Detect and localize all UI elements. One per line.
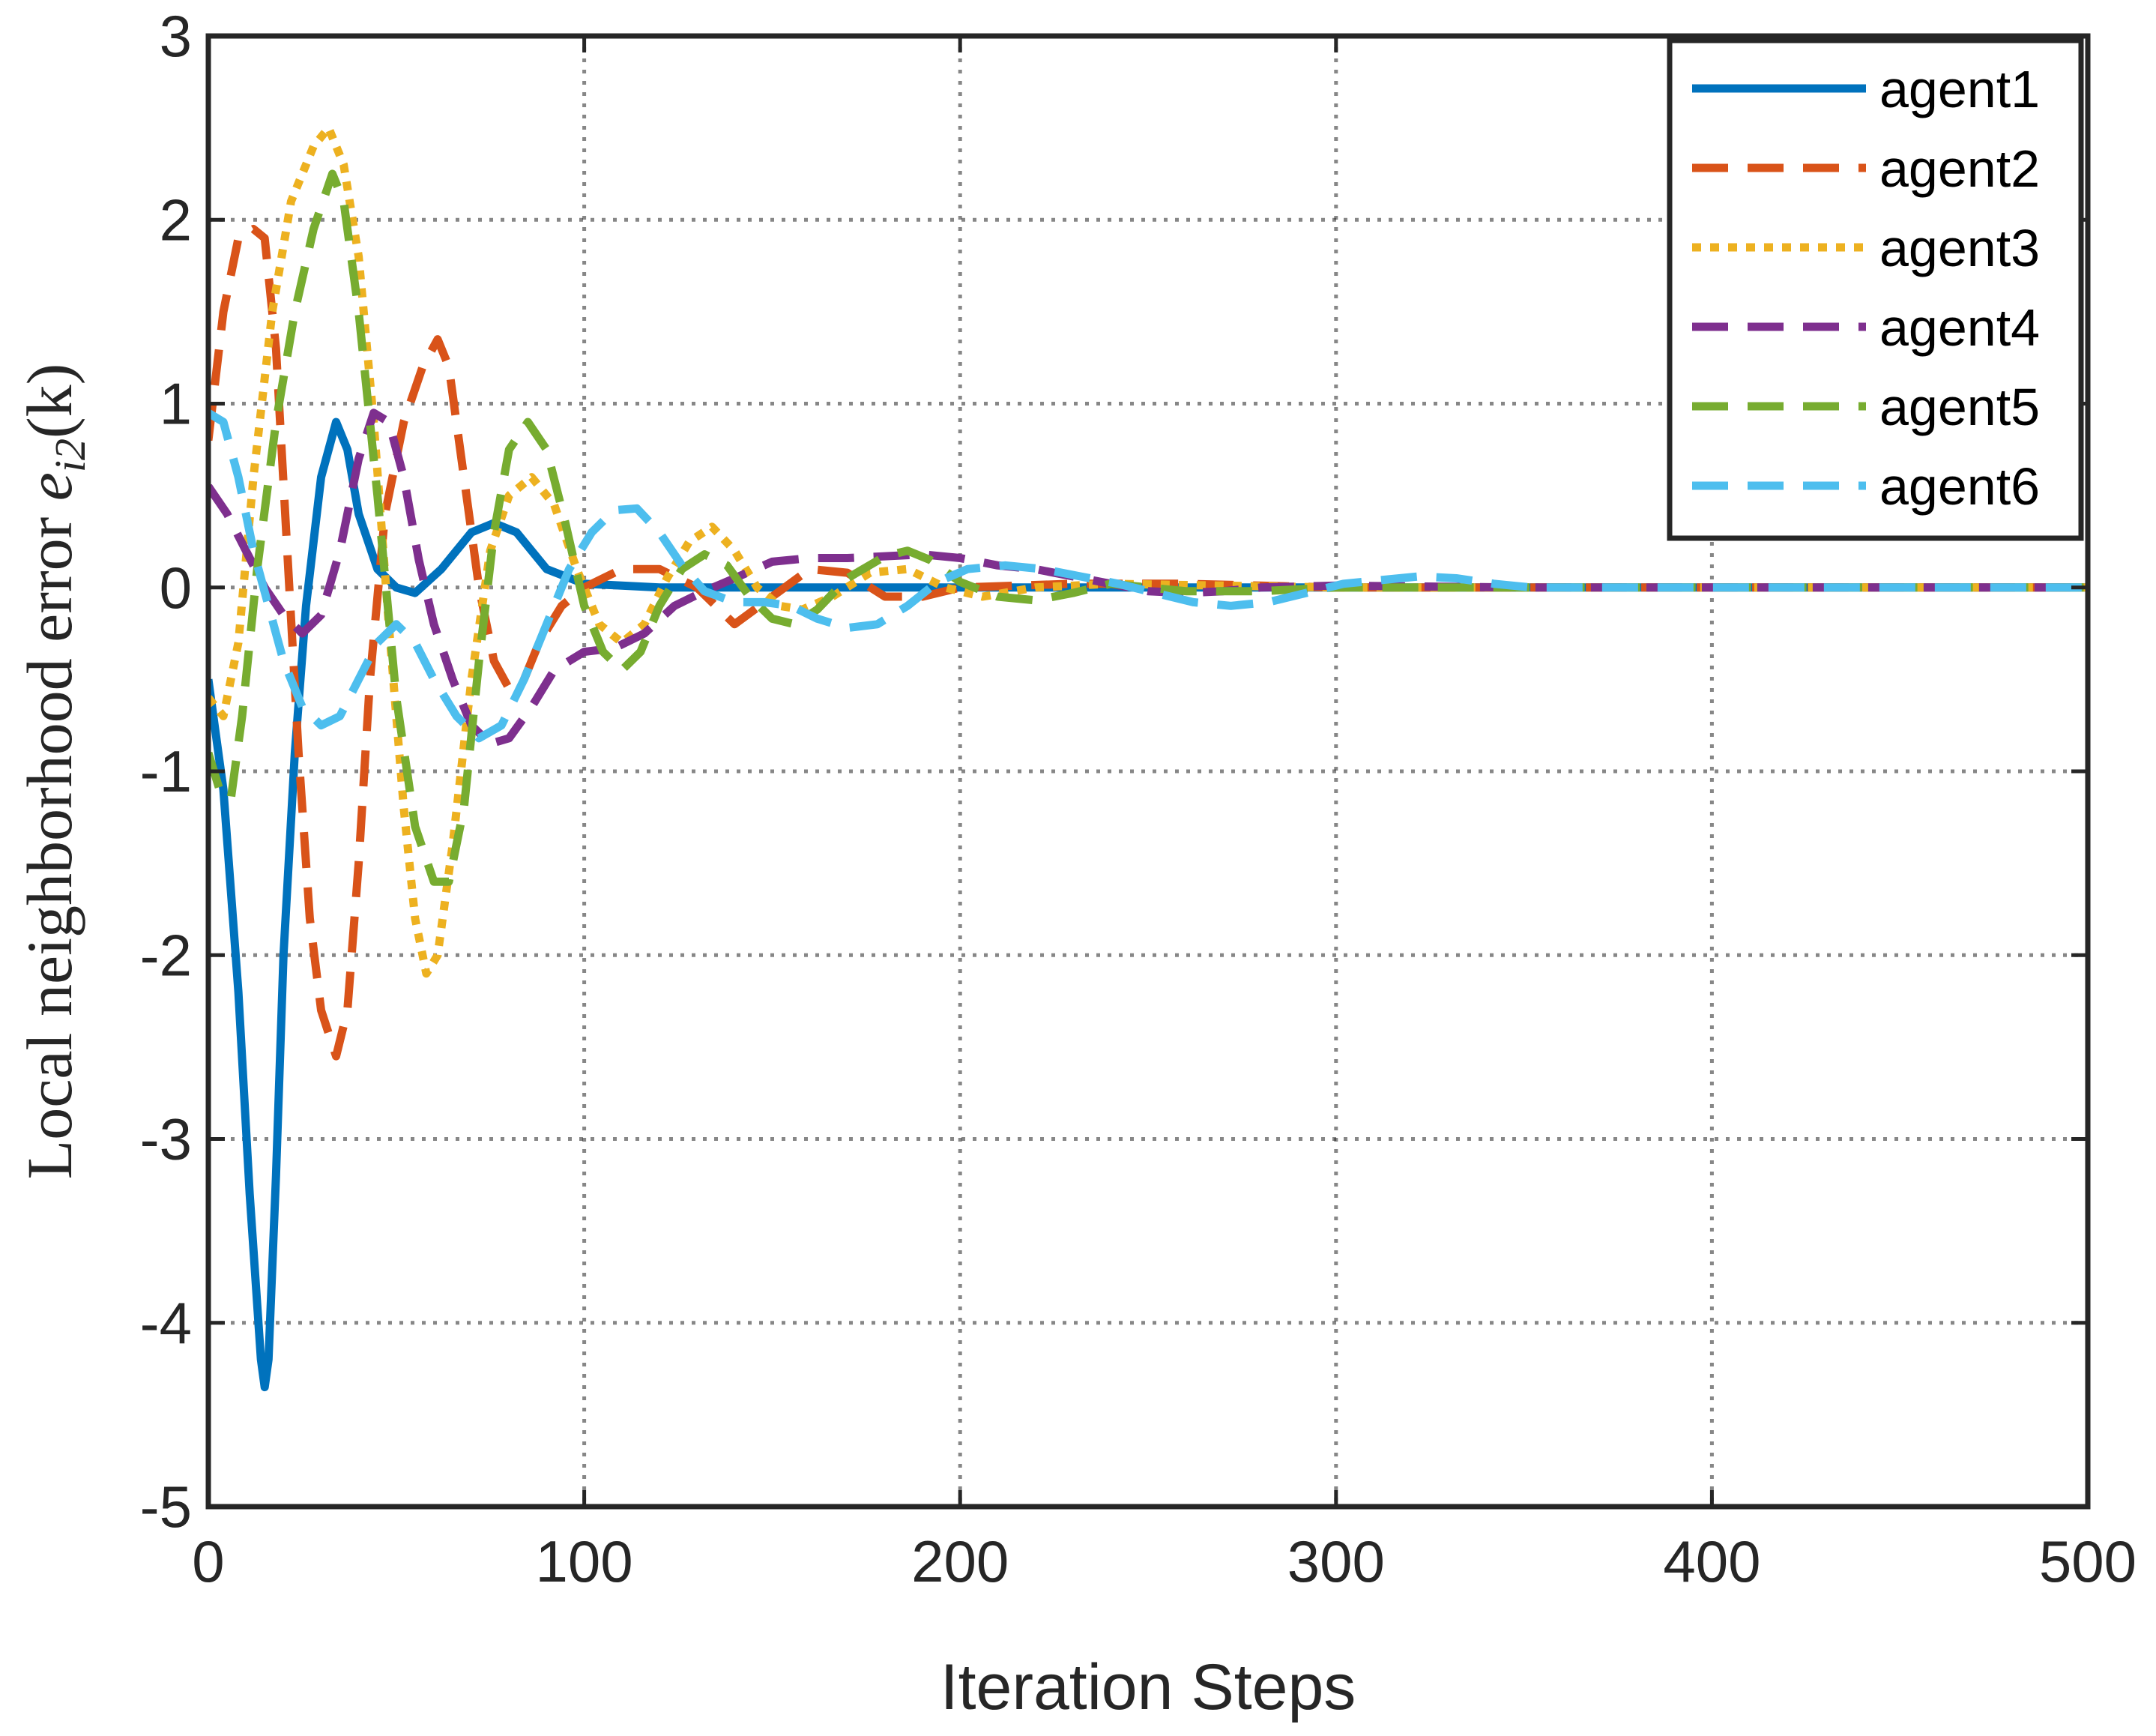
series-line-agent6	[208, 409, 2088, 743]
series-line-agent4	[208, 409, 2088, 748]
x-axis-label: Iteration Steps	[940, 1651, 1356, 1723]
y-tick-label: -1	[140, 738, 192, 804]
y-axis-label-math: e	[13, 472, 85, 501]
legend-label-agent5: agent5	[1879, 378, 2040, 436]
y-tick-label: 3	[160, 3, 192, 69]
y-tick-label: 0	[160, 555, 192, 621]
axis-ticks	[206, 34, 2090, 1509]
y-tick-label: 1	[160, 371, 192, 437]
y-axis-label: Local neighborhood error ei2(k)	[13, 364, 94, 1180]
y-axis-label-prefix: Local neighborhood error	[13, 501, 85, 1179]
legend: agent1 agent2 agent3 agent4 agent5 agent6	[1667, 37, 2084, 541]
x-tick-label: 100	[536, 1528, 633, 1594]
y-tick-labels: 3 2 1 0 -1 -2 -3 -4 -5	[140, 3, 192, 1540]
x-tick-label: 0	[192, 1528, 224, 1594]
y-tick-label: -4	[140, 1290, 192, 1356]
legend-label-agent1: agent1	[1879, 60, 2040, 118]
series-line-agent1	[208, 418, 2088, 1392]
y-tick-label: 2	[160, 187, 192, 253]
series-lines	[208, 124, 2088, 1392]
y-tick-label: -5	[140, 1474, 192, 1540]
x-tick-label: 500	[2039, 1528, 2137, 1594]
x-tick-label: 400	[1663, 1528, 1760, 1594]
y-tick-label: -2	[140, 922, 192, 988]
x-tick-label: 200	[911, 1528, 1009, 1594]
legend-label-agent6: agent6	[1879, 457, 2040, 516]
legend-label-agent4: agent4	[1879, 298, 2040, 357]
legend-label-agent3: agent3	[1879, 219, 2040, 277]
series-line-agent5	[208, 169, 2088, 886]
y-tick-label: -3	[140, 1106, 192, 1172]
legend-box	[1667, 37, 2084, 541]
x-tick-label: 300	[1287, 1528, 1385, 1594]
legend-label-agent2: agent2	[1879, 139, 2040, 198]
y-axis-label-suffix: (k)	[13, 364, 85, 438]
x-tick-labels: 0 100 200 300 400 500	[192, 1528, 2137, 1594]
y-axis-label-subscript: i2	[46, 438, 94, 472]
